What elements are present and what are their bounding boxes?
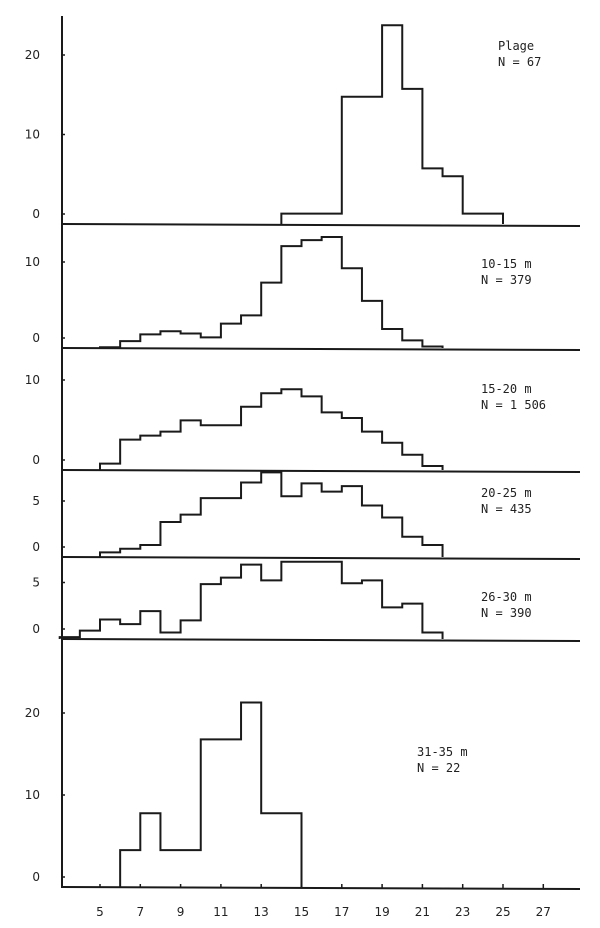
panel-label: Plage: [498, 39, 534, 53]
panel-baseline: [61, 886, 581, 890]
x-tick-label: 21: [415, 905, 430, 919]
panel-n-label: N = 390: [481, 606, 532, 620]
panel-15-20-m: 0 10 15-20 m N = 1 506: [25, 373, 581, 473]
x-tick-label: 27: [536, 905, 551, 919]
histogram-step-line: [99, 236, 444, 349]
y-tick-label: 5: [32, 494, 40, 508]
y-tick-label: 10: [25, 128, 40, 142]
x-axis: 5 7 9 11 13 15 17 19 21 23 25 27: [96, 884, 551, 919]
histogram-step-line: [99, 471, 444, 557]
panel-20-25-m: 0 5 20-25 m N = 435: [32, 471, 581, 560]
panel-label: 31-35 m: [417, 745, 468, 759]
panel-baseline: [61, 223, 581, 227]
panel-10-15-m: 0 10 10-15 m N = 379: [25, 236, 581, 351]
y-tick-label: 5: [32, 576, 40, 590]
x-tick-label: 25: [495, 905, 510, 919]
x-tick-label: 5: [96, 905, 104, 919]
y-tick-label: 0: [32, 331, 40, 345]
panel-n-label: N = 379: [481, 273, 532, 287]
panel-plage: 0 10 20 Plage N = 67: [25, 24, 581, 227]
panel-label: 15-20 m: [481, 382, 532, 396]
histogram-panels: 0 10 20 Plage N = 67 0 10 10-15 m N = 379 0 10 15-2…: [25, 24, 581, 890]
y-tick-label: 0: [32, 870, 40, 884]
panel-baseline: [61, 469, 581, 473]
panel-label: 20-25 m: [481, 486, 532, 500]
histogram-step-line: [119, 701, 303, 887]
histogram-step-line: [99, 388, 444, 470]
y-tick-label: 20: [25, 48, 40, 62]
panel-n-label: N = 22: [417, 761, 460, 775]
x-tick-label: 23: [455, 905, 470, 919]
x-tick-label: 13: [254, 905, 269, 919]
y-tick-label: 10: [25, 373, 40, 387]
x-tick-label: 7: [136, 905, 144, 919]
y-tick-label: 0: [32, 622, 40, 636]
panel-label: 10-15 m: [481, 257, 532, 271]
panel-n-label: N = 1 506: [481, 398, 546, 412]
histogram-step-line: [280, 24, 504, 224]
x-tick-label: 15: [294, 905, 309, 919]
x-tick-label: 17: [334, 905, 349, 919]
histogram-step-line: [58, 560, 444, 639]
x-tick-label: 19: [374, 905, 389, 919]
panel-baseline: [61, 556, 581, 560]
y-tick-label: 0: [32, 207, 40, 221]
x-tick-label: 11: [213, 905, 228, 919]
panel-label: 26-30 m: [481, 590, 532, 604]
y-tick-label: 10: [25, 255, 40, 269]
panel-n-label: N = 435: [481, 502, 532, 516]
panel-26-30-m: 0 5 26-30 m N = 390: [32, 560, 581, 642]
y-tick-label: 20: [25, 706, 40, 720]
panel-baseline: [61, 347, 581, 351]
panel-baseline: [61, 638, 581, 642]
x-tick-label: 9: [177, 905, 185, 919]
y-tick-label: 0: [32, 540, 40, 554]
y-tick-label: 0: [32, 453, 40, 467]
panel-n-label: N = 67: [498, 55, 541, 69]
y-tick-label: 10: [25, 788, 40, 802]
panel-31-35-m: 0 10 20 31-35 m N = 22: [25, 701, 581, 890]
